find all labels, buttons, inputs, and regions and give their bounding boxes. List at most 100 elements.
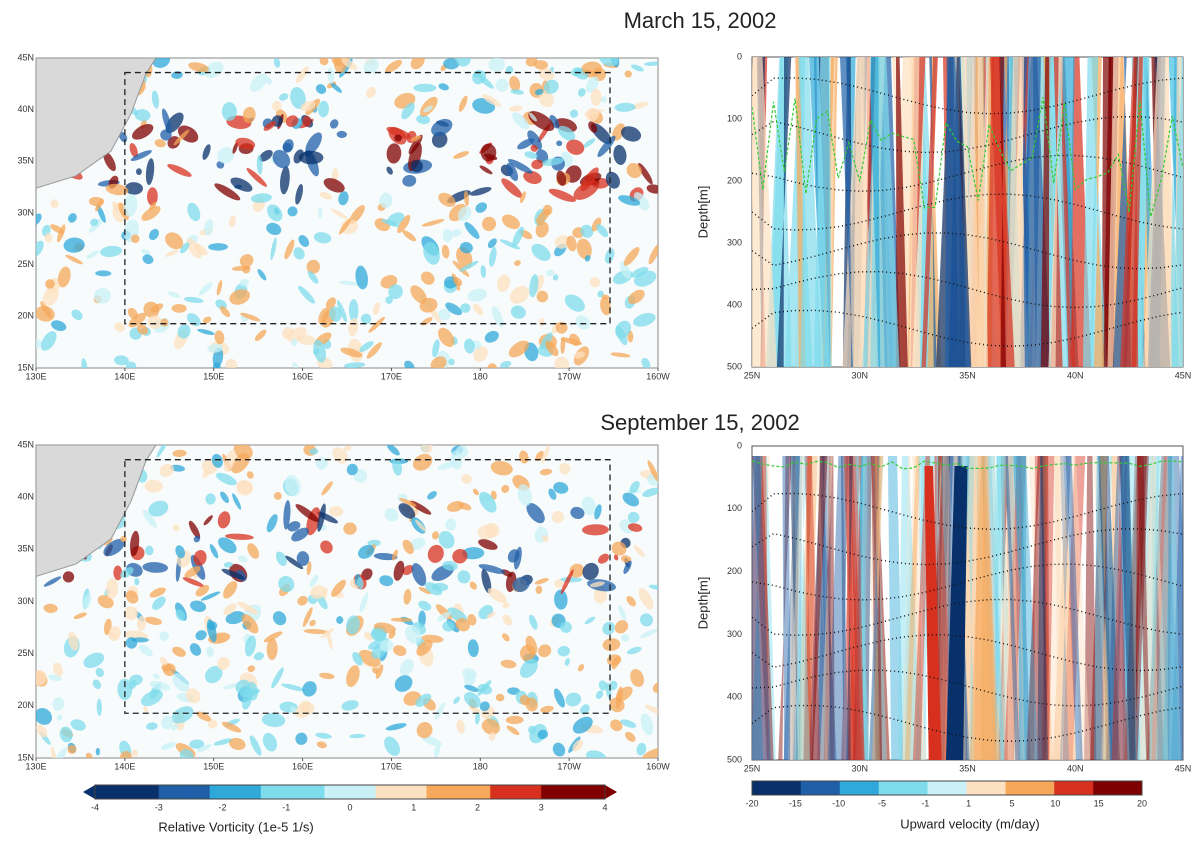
eddy: [548, 488, 557, 500]
colorbar-segment: [235, 785, 249, 799]
eddy: [134, 577, 140, 586]
velocity-stripe: [902, 456, 912, 760]
eddy: [480, 265, 487, 278]
colorbar-segment: [566, 785, 580, 799]
eddy: [123, 606, 139, 621]
velocity-stripe: [1082, 57, 1099, 367]
eddy: [456, 445, 469, 458]
colorbar-segment: [337, 785, 351, 799]
velocity-stripe: [936, 456, 954, 760]
eddy: [387, 445, 400, 456]
colorbar-segment: [956, 781, 967, 795]
eddy: [284, 475, 301, 497]
colorbar-segment: [107, 785, 121, 799]
eddy: [242, 106, 256, 124]
eddy: [517, 138, 535, 150]
eddy: [410, 160, 423, 173]
eddy: [553, 482, 569, 494]
eddy: [486, 611, 496, 619]
eddy: [584, 616, 596, 625]
eddy: [217, 657, 230, 671]
eddy: [278, 93, 289, 101]
eddy: [600, 96, 607, 103]
eddy: [538, 644, 552, 658]
eddy: [620, 126, 642, 142]
eddy: [273, 492, 282, 500]
eddy: [533, 60, 548, 70]
velocity-stripe: [752, 456, 774, 760]
eddy: [507, 158, 533, 174]
eddy: [309, 448, 319, 455]
eddy: [535, 221, 549, 238]
velocity-stripe: [1048, 57, 1061, 367]
colorbar-label: Upward velocity (m/day): [900, 816, 1039, 831]
colorbar-segment: [1073, 781, 1084, 795]
eddy: [641, 747, 658, 758]
colorbar-tick-label: 20: [1137, 798, 1147, 808]
velocity-stripe: [966, 456, 976, 760]
eddy: [36, 338, 43, 349]
eddy: [410, 285, 427, 304]
eddy: [630, 669, 644, 688]
eddy: [249, 73, 268, 92]
eddy: [581, 496, 597, 516]
eddy: [495, 693, 505, 702]
eddy: [475, 711, 480, 725]
velocity-stripe: [1111, 456, 1133, 760]
eddy: [647, 460, 658, 482]
eddy: [296, 551, 310, 567]
eddy: [384, 736, 401, 757]
eddy: [555, 321, 568, 334]
eddy: [390, 617, 413, 622]
eddy: [318, 100, 329, 118]
velocity-stripe: [1062, 456, 1086, 760]
eddy: [229, 737, 246, 751]
eddy: [207, 343, 223, 353]
eddy: [442, 560, 458, 571]
eddy: [469, 581, 477, 590]
eddy: [149, 680, 171, 691]
colorbar-segment: [362, 785, 376, 799]
eddy: [105, 183, 129, 196]
eddy: [627, 523, 643, 532]
eddy: [216, 280, 223, 296]
eddy: [560, 569, 574, 595]
eddy: [246, 681, 258, 701]
eddy: [108, 625, 121, 641]
velocity-stripe: [1040, 456, 1047, 760]
eddy: [134, 109, 151, 122]
eddy: [630, 267, 649, 278]
eddy: [421, 445, 433, 454]
eddy: [95, 270, 112, 277]
eddy: [200, 591, 221, 601]
velocity-stripe: [1169, 57, 1179, 367]
colorbar-segment: [888, 781, 899, 795]
velocity-stripe: [792, 456, 796, 760]
velocity-stripe: [1148, 456, 1165, 760]
x-tick-label: 35N: [959, 370, 976, 380]
eddy: [272, 611, 287, 626]
velocity-stripe: [1124, 456, 1142, 760]
velocity-stripe: [1182, 57, 1183, 132]
velocity-stripe: [783, 456, 801, 760]
colorbar-segment: [947, 781, 958, 795]
eddy: [583, 109, 605, 116]
eddy: [629, 480, 640, 494]
eddy: [359, 341, 374, 352]
eddy: [610, 352, 631, 358]
velocity-stripe: [794, 456, 810, 760]
eddy: [237, 555, 248, 563]
eddy: [239, 278, 250, 287]
eddy: [477, 680, 492, 696]
eddy: [319, 191, 333, 200]
eddy: [65, 254, 83, 265]
x-tick-label: 170E: [381, 371, 402, 381]
eddy: [481, 216, 497, 232]
eddy: [541, 535, 549, 542]
colorbar-segment: [1122, 781, 1133, 795]
eddy: [188, 520, 201, 539]
velocity-stripe: [815, 456, 830, 760]
eddy: [165, 249, 179, 257]
eddy: [363, 58, 379, 74]
eddy: [257, 269, 267, 281]
